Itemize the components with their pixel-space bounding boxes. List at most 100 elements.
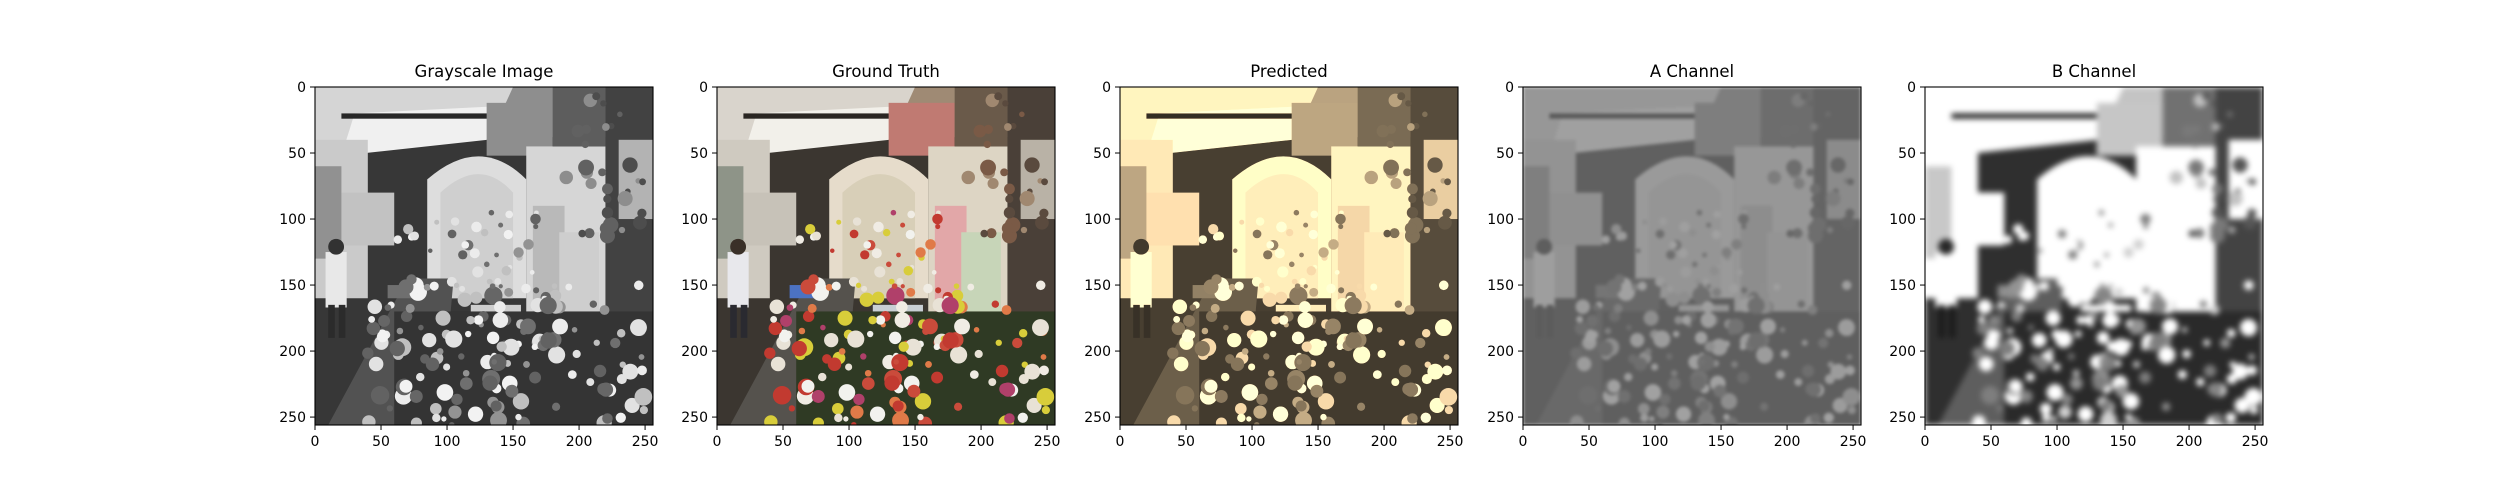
flower — [389, 340, 405, 357]
flower — [1807, 305, 1818, 315]
stall-item — [805, 224, 816, 235]
flower — [1250, 330, 1268, 348]
flower — [1608, 310, 1621, 323]
hanging-goods — [1005, 194, 1014, 204]
hanging-goods — [2247, 208, 2257, 218]
flower — [449, 421, 455, 425]
arch-inner — [1648, 174, 1722, 299]
stall-item — [931, 269, 937, 275]
flower — [492, 312, 509, 328]
axes-frame — [716, 86, 1056, 426]
stall-item — [1688, 228, 1697, 237]
flower — [2061, 393, 2073, 406]
flower — [991, 300, 1000, 308]
stall-item — [1258, 282, 1265, 288]
right-window — [618, 139, 653, 220]
x-tick-label: 250 — [1840, 434, 1867, 450]
flower — [1775, 370, 1785, 379]
flower — [1988, 315, 2000, 327]
flower — [788, 405, 796, 412]
flower — [779, 329, 790, 340]
stall-item — [1696, 209, 1703, 216]
flower — [801, 379, 815, 393]
hanging-goods — [1841, 215, 1855, 230]
flower — [462, 369, 470, 377]
stall-item — [1228, 283, 1236, 291]
flower — [764, 415, 778, 425]
flower — [466, 315, 475, 325]
flower — [786, 304, 794, 311]
hanging-goods — [1438, 215, 1452, 230]
stall-item — [1669, 241, 1678, 249]
flower — [1223, 324, 1229, 331]
flower — [451, 393, 463, 406]
flower — [1640, 413, 1649, 423]
hanging-goods — [1807, 222, 1820, 235]
flower — [1830, 363, 1847, 380]
flower — [2122, 393, 2140, 410]
flower — [1001, 305, 1012, 315]
flower — [1264, 285, 1271, 292]
flower — [586, 378, 595, 387]
axes-frame — [1924, 86, 2264, 426]
flower — [512, 393, 530, 410]
stall-item — [2013, 224, 2024, 235]
flower — [1801, 364, 1815, 378]
flower — [1376, 327, 1383, 333]
flower — [1442, 365, 1452, 376]
flower — [1697, 353, 1715, 372]
person-head — [730, 238, 747, 255]
flower — [859, 292, 874, 307]
stall-item — [1303, 284, 1308, 289]
flower — [1841, 280, 1852, 291]
flower — [2212, 413, 2223, 424]
hanging-goods — [1811, 194, 1820, 204]
flower — [914, 393, 932, 410]
hanging-goods — [2211, 207, 2224, 219]
panel-image — [1523, 87, 1861, 425]
flower — [904, 338, 922, 356]
flower — [2099, 353, 2117, 372]
flower — [861, 285, 868, 292]
flower — [1607, 379, 1621, 393]
flower — [464, 330, 472, 338]
y-tick-label: 250 — [681, 410, 708, 426]
flower — [2177, 370, 2187, 379]
flower — [1824, 374, 1835, 385]
flower — [1624, 372, 1633, 382]
flower — [1391, 378, 1400, 387]
flower — [768, 321, 783, 336]
flower — [1674, 315, 1683, 325]
flower — [967, 283, 975, 291]
person-head — [1536, 238, 1553, 255]
right-window — [1826, 139, 1861, 220]
hanging-goods — [2210, 100, 2217, 107]
stall-item — [1713, 210, 1722, 219]
flower — [2199, 300, 2208, 308]
flower — [1345, 332, 1362, 349]
flower — [995, 364, 1009, 378]
flower — [1976, 321, 1991, 336]
hanging-goods — [1407, 183, 1418, 195]
flower — [891, 353, 909, 372]
flower — [2139, 371, 2152, 384]
stall-item — [530, 213, 541, 225]
flower — [1017, 412, 1028, 423]
flower — [824, 332, 839, 348]
stall-item — [1294, 283, 1301, 289]
stall-item — [1263, 250, 1273, 260]
right-window — [2228, 139, 2263, 220]
hanging-goods — [1779, 124, 1793, 138]
flower — [409, 390, 423, 403]
stall-item — [2111, 266, 2122, 276]
flower — [425, 357, 440, 371]
flower — [1810, 413, 1821, 424]
hanging-goods — [1808, 100, 1815, 107]
flower — [1692, 286, 1711, 305]
flower — [396, 327, 404, 335]
flower — [1667, 285, 1674, 292]
green-panel — [2169, 232, 2209, 312]
stall-item — [1338, 224, 1344, 230]
flower — [1651, 363, 1659, 371]
flower — [490, 411, 507, 425]
